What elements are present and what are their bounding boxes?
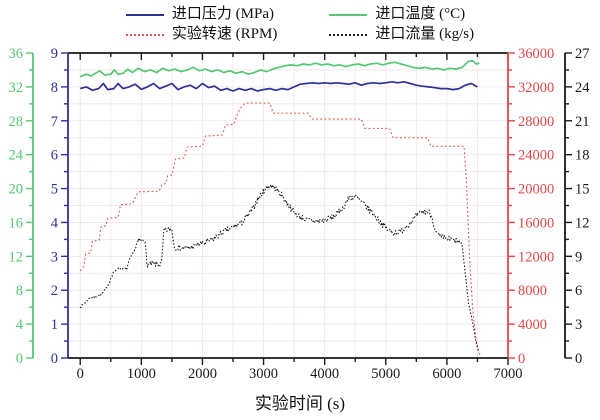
svg-text:8000: 8000 [518,283,547,299]
svg-text:18: 18 [575,148,590,164]
x-axis-labels: 0 1000 2000 3000 4000 5000 6000 7000 [77,366,523,382]
svg-text:32000: 32000 [518,80,554,96]
svg-text:4: 4 [16,317,24,333]
svg-text:2: 2 [51,283,58,299]
svg-text:7000: 7000 [494,366,523,382]
svg-text:24000: 24000 [518,148,554,164]
legend-item-test-rpm: 实验转速 (RPM) [125,25,278,44]
legend-line-sample-flow [329,33,368,36]
svg-text:3000: 3000 [249,366,278,382]
legend-line-sample-pressure [125,13,164,16]
svg-text:12: 12 [575,215,590,231]
svg-text:20: 20 [9,182,24,198]
legend-label-inlet-flow: 进口流量 (kg/s) [375,26,475,42]
chart-legend: 进口压力 (MPa) 进口温度 (°C) 实验转速 (RPM) 进口流量 (kg… [0,5,600,44]
axis-temperature: 0 4 8 12 16 20 24 28 32 36 [9,46,34,367]
svg-text:5000: 5000 [371,366,400,382]
svg-text:6: 6 [575,283,582,299]
gridlines [68,53,508,358]
svg-text:24: 24 [9,148,24,164]
svg-text:2000: 2000 [188,366,217,382]
svg-text:20000: 20000 [518,182,554,198]
series-1 [79,59,480,78]
svg-text:0: 0 [16,351,23,367]
legend-label-test-rpm: 实验转速 (RPM) [171,26,278,42]
x-axis-ticks [79,53,509,365]
svg-text:0: 0 [518,351,525,367]
svg-text:6: 6 [51,148,58,164]
svg-text:24: 24 [575,80,590,96]
svg-text:12: 12 [9,249,24,265]
legend-label-inlet-temperature: 进口温度 (°C) [375,6,466,22]
svg-text:3: 3 [575,317,582,333]
svg-text:0: 0 [575,351,582,367]
svg-text:36: 36 [9,46,24,62]
legend-label-inlet-pressure: 进口压力 (MPa) [171,6,274,22]
svg-text:28000: 28000 [518,114,554,130]
svg-text:0: 0 [51,351,58,367]
svg-text:16000: 16000 [518,215,554,231]
svg-text:8: 8 [51,80,58,96]
axis-pressure: 0 1 2 3 4 5 6 7 8 9 [51,46,69,367]
legend-line-sample-temperature [329,13,368,16]
series-2 [79,102,481,356]
svg-text:8: 8 [16,283,23,299]
svg-text:1: 1 [51,317,58,333]
svg-text:36000: 36000 [518,46,554,62]
svg-text:9: 9 [575,249,582,265]
svg-text:16: 16 [9,215,24,231]
svg-text:4: 4 [51,215,59,231]
svg-text:5: 5 [51,182,58,198]
svg-text:27: 27 [575,46,590,62]
legend-item-inlet-flow: 进口流量 (kg/s) [329,25,474,44]
svg-text:21: 21 [575,114,590,130]
svg-text:4000: 4000 [310,366,339,382]
x-axis-title: 实验时间 (s) [254,394,346,413]
svg-text:1000: 1000 [127,366,156,382]
legend-line-sample-rpm [125,33,164,36]
svg-text:0: 0 [77,366,84,382]
svg-text:12000: 12000 [518,249,554,265]
legend-item-inlet-temperature: 进口温度 (°C) [329,5,474,24]
svg-text:28: 28 [9,114,24,130]
axis-flow: 0 3 6 9 12 15 18 21 24 27 [564,46,590,367]
svg-text:6000: 6000 [432,366,461,382]
svg-text:32: 32 [9,80,24,96]
svg-text:3: 3 [51,249,58,265]
svg-text:15: 15 [575,182,590,198]
svg-text:4000: 4000 [518,317,547,333]
svg-text:7: 7 [51,114,58,130]
legend-item-inlet-pressure: 进口压力 (MPa) [125,5,277,24]
series-3 [79,184,480,353]
axis-rpm: 0 4000 8000 12000 16000 20000 24000 28000 32000 3… [507,46,554,367]
svg-text:9: 9 [51,46,58,62]
series-0 [79,80,478,92]
